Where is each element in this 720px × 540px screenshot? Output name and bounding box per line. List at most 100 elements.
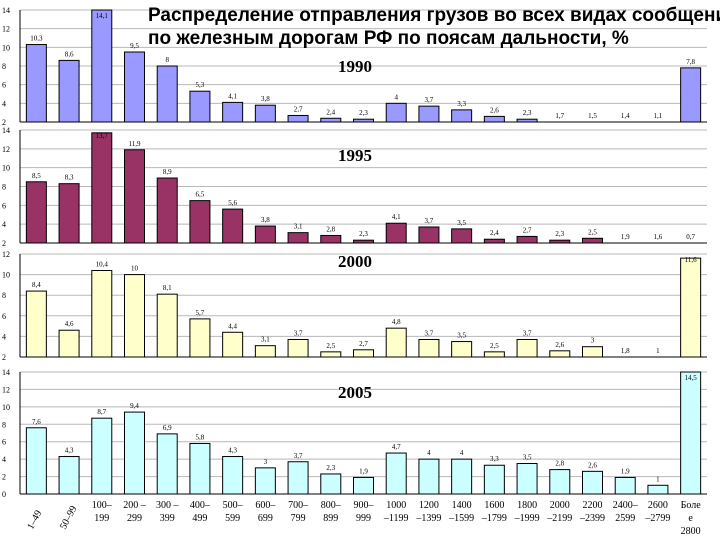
bar-2000-4 <box>124 274 145 358</box>
bar-1990-7 <box>222 101 244 123</box>
y-tick-label: 14 <box>2 126 10 135</box>
y-tick-label: 8 <box>2 62 6 71</box>
data-label: 8,5 <box>32 172 41 180</box>
data-label: 2,4 <box>490 229 499 237</box>
data-label: 3,7 <box>294 329 303 337</box>
bar-1995-13 <box>418 226 440 244</box>
bar-1995-9 <box>287 232 309 244</box>
bar-2005-1 <box>25 427 47 495</box>
category-label: 1200 –1399 <box>415 500 441 524</box>
bar-2005-7 <box>222 456 244 495</box>
bar-2005-13 <box>418 458 440 495</box>
bar-2005-17 <box>549 469 571 495</box>
data-label: 1,8 <box>621 347 630 355</box>
category-label: 800– 899 <box>321 500 342 524</box>
y-tick-label: 8 <box>2 420 6 429</box>
category-axis-labels: 1–49 50–99 100– 199 200 –299 300 –399 400– 499 5… <box>25 500 701 537</box>
data-label: 2,3 <box>555 230 564 238</box>
bar-1995-3 <box>91 132 113 244</box>
data-label: 8,9 <box>163 168 172 176</box>
bar-1995-10 <box>320 234 342 244</box>
data-label: 1,9 <box>621 233 630 241</box>
series-year-label: 1995 <box>338 146 372 165</box>
data-label: 2,5 <box>588 228 597 236</box>
category-label: 900– 999 <box>354 500 375 524</box>
data-label: 3,7 <box>425 96 434 104</box>
chart-title-line-2: по железным дорогам РФ по поясам дальнос… <box>148 28 629 49</box>
data-label: 5,8 <box>196 433 205 441</box>
data-label: 4,6 <box>65 320 74 328</box>
data-label: 4,3 <box>65 447 74 455</box>
data-label: 8,4 <box>32 281 41 289</box>
y-tick-label: 0 <box>2 490 6 499</box>
bar-1995-2 <box>58 183 80 244</box>
bar-2000-2 <box>58 329 80 358</box>
bar-1990-3 <box>91 9 113 123</box>
data-label: 3,5 <box>457 332 466 340</box>
bar-1995-14 <box>451 228 473 244</box>
category-label: 300 –399 <box>156 500 180 524</box>
data-label: 14,1 <box>96 12 109 20</box>
bar-2005-11 <box>353 476 374 495</box>
bar-2005-15 <box>483 464 505 495</box>
chart-title-line-1: Распределение отправления грузов во всех… <box>148 5 720 26</box>
bar-1995-17 <box>549 239 571 244</box>
y-tick-label: 10 <box>2 164 10 173</box>
bar-1990-8 <box>254 104 276 123</box>
data-label: 10,4 <box>96 260 109 268</box>
bar-2000-10 <box>320 351 342 358</box>
category-label: 1–49 <box>25 509 44 532</box>
bar-1990-11 <box>353 118 374 123</box>
y-tick-label: 10 <box>2 403 10 412</box>
bar-2000-14 <box>451 341 473 358</box>
bar-1990-10 <box>320 117 342 123</box>
bar-1995-6 <box>189 200 211 244</box>
data-label: 3,7 <box>523 329 532 337</box>
data-label: 3,5 <box>523 454 532 462</box>
bar-2000-11 <box>353 349 374 358</box>
bar-1990-9 <box>287 114 309 123</box>
data-label: 1,5 <box>588 112 597 120</box>
bar-2000-12 <box>385 327 407 358</box>
data-label: 6,9 <box>163 424 172 432</box>
bar-1990-15 <box>483 115 505 123</box>
data-label: 9,5 <box>130 42 139 50</box>
data-label: 5,3 <box>196 81 205 89</box>
bar-2005-20 <box>647 484 669 495</box>
data-label: 4,4 <box>228 322 237 330</box>
data-label: 4,1 <box>392 213 401 221</box>
bar-1990-1 <box>25 44 47 123</box>
category-label: 700– 799 <box>288 500 309 524</box>
data-label: 3,7 <box>425 217 434 225</box>
data-label: 3,7 <box>294 452 303 460</box>
category-label: 50–99 <box>58 504 79 531</box>
data-label: 10,3 <box>30 35 43 43</box>
y-tick-label: 12 <box>2 25 10 34</box>
data-label: 13,7 <box>96 132 109 140</box>
data-label: 8,1 <box>163 284 172 292</box>
bar-1995-8 <box>254 225 276 244</box>
y-tick-label: 4 <box>2 220 6 229</box>
bar-2000-15 <box>483 351 505 358</box>
bar-2005-8 <box>254 467 276 495</box>
category-label: 2000 –2199 <box>546 500 572 524</box>
bar-2000-9 <box>287 338 309 358</box>
bar-1990-16 <box>516 118 538 123</box>
bar-2000-8 <box>254 345 276 358</box>
y-tick-label: 8 <box>2 183 6 192</box>
series-year-label: 1990 <box>338 57 372 76</box>
bar-1995-12 <box>385 222 407 244</box>
data-label: 8,7 <box>97 408 106 416</box>
data-label: 3,1 <box>294 223 303 231</box>
data-label: 2,5 <box>326 342 335 350</box>
bar-1990-5 <box>156 65 178 123</box>
bar-2005-12 <box>385 452 407 495</box>
data-label: 2,7 <box>523 226 532 234</box>
chart-panel-2000: 2 4 6 8 10 12 8,4 4,6 10,4 10 8,1 5,7 4,4 3,1 3,7 2,5 2,… <box>2 250 707 362</box>
bar-2005-6 <box>189 442 211 495</box>
data-label: 4 <box>460 449 464 457</box>
data-label: 11,9 <box>129 140 141 148</box>
bar-2005-2 <box>58 456 80 495</box>
